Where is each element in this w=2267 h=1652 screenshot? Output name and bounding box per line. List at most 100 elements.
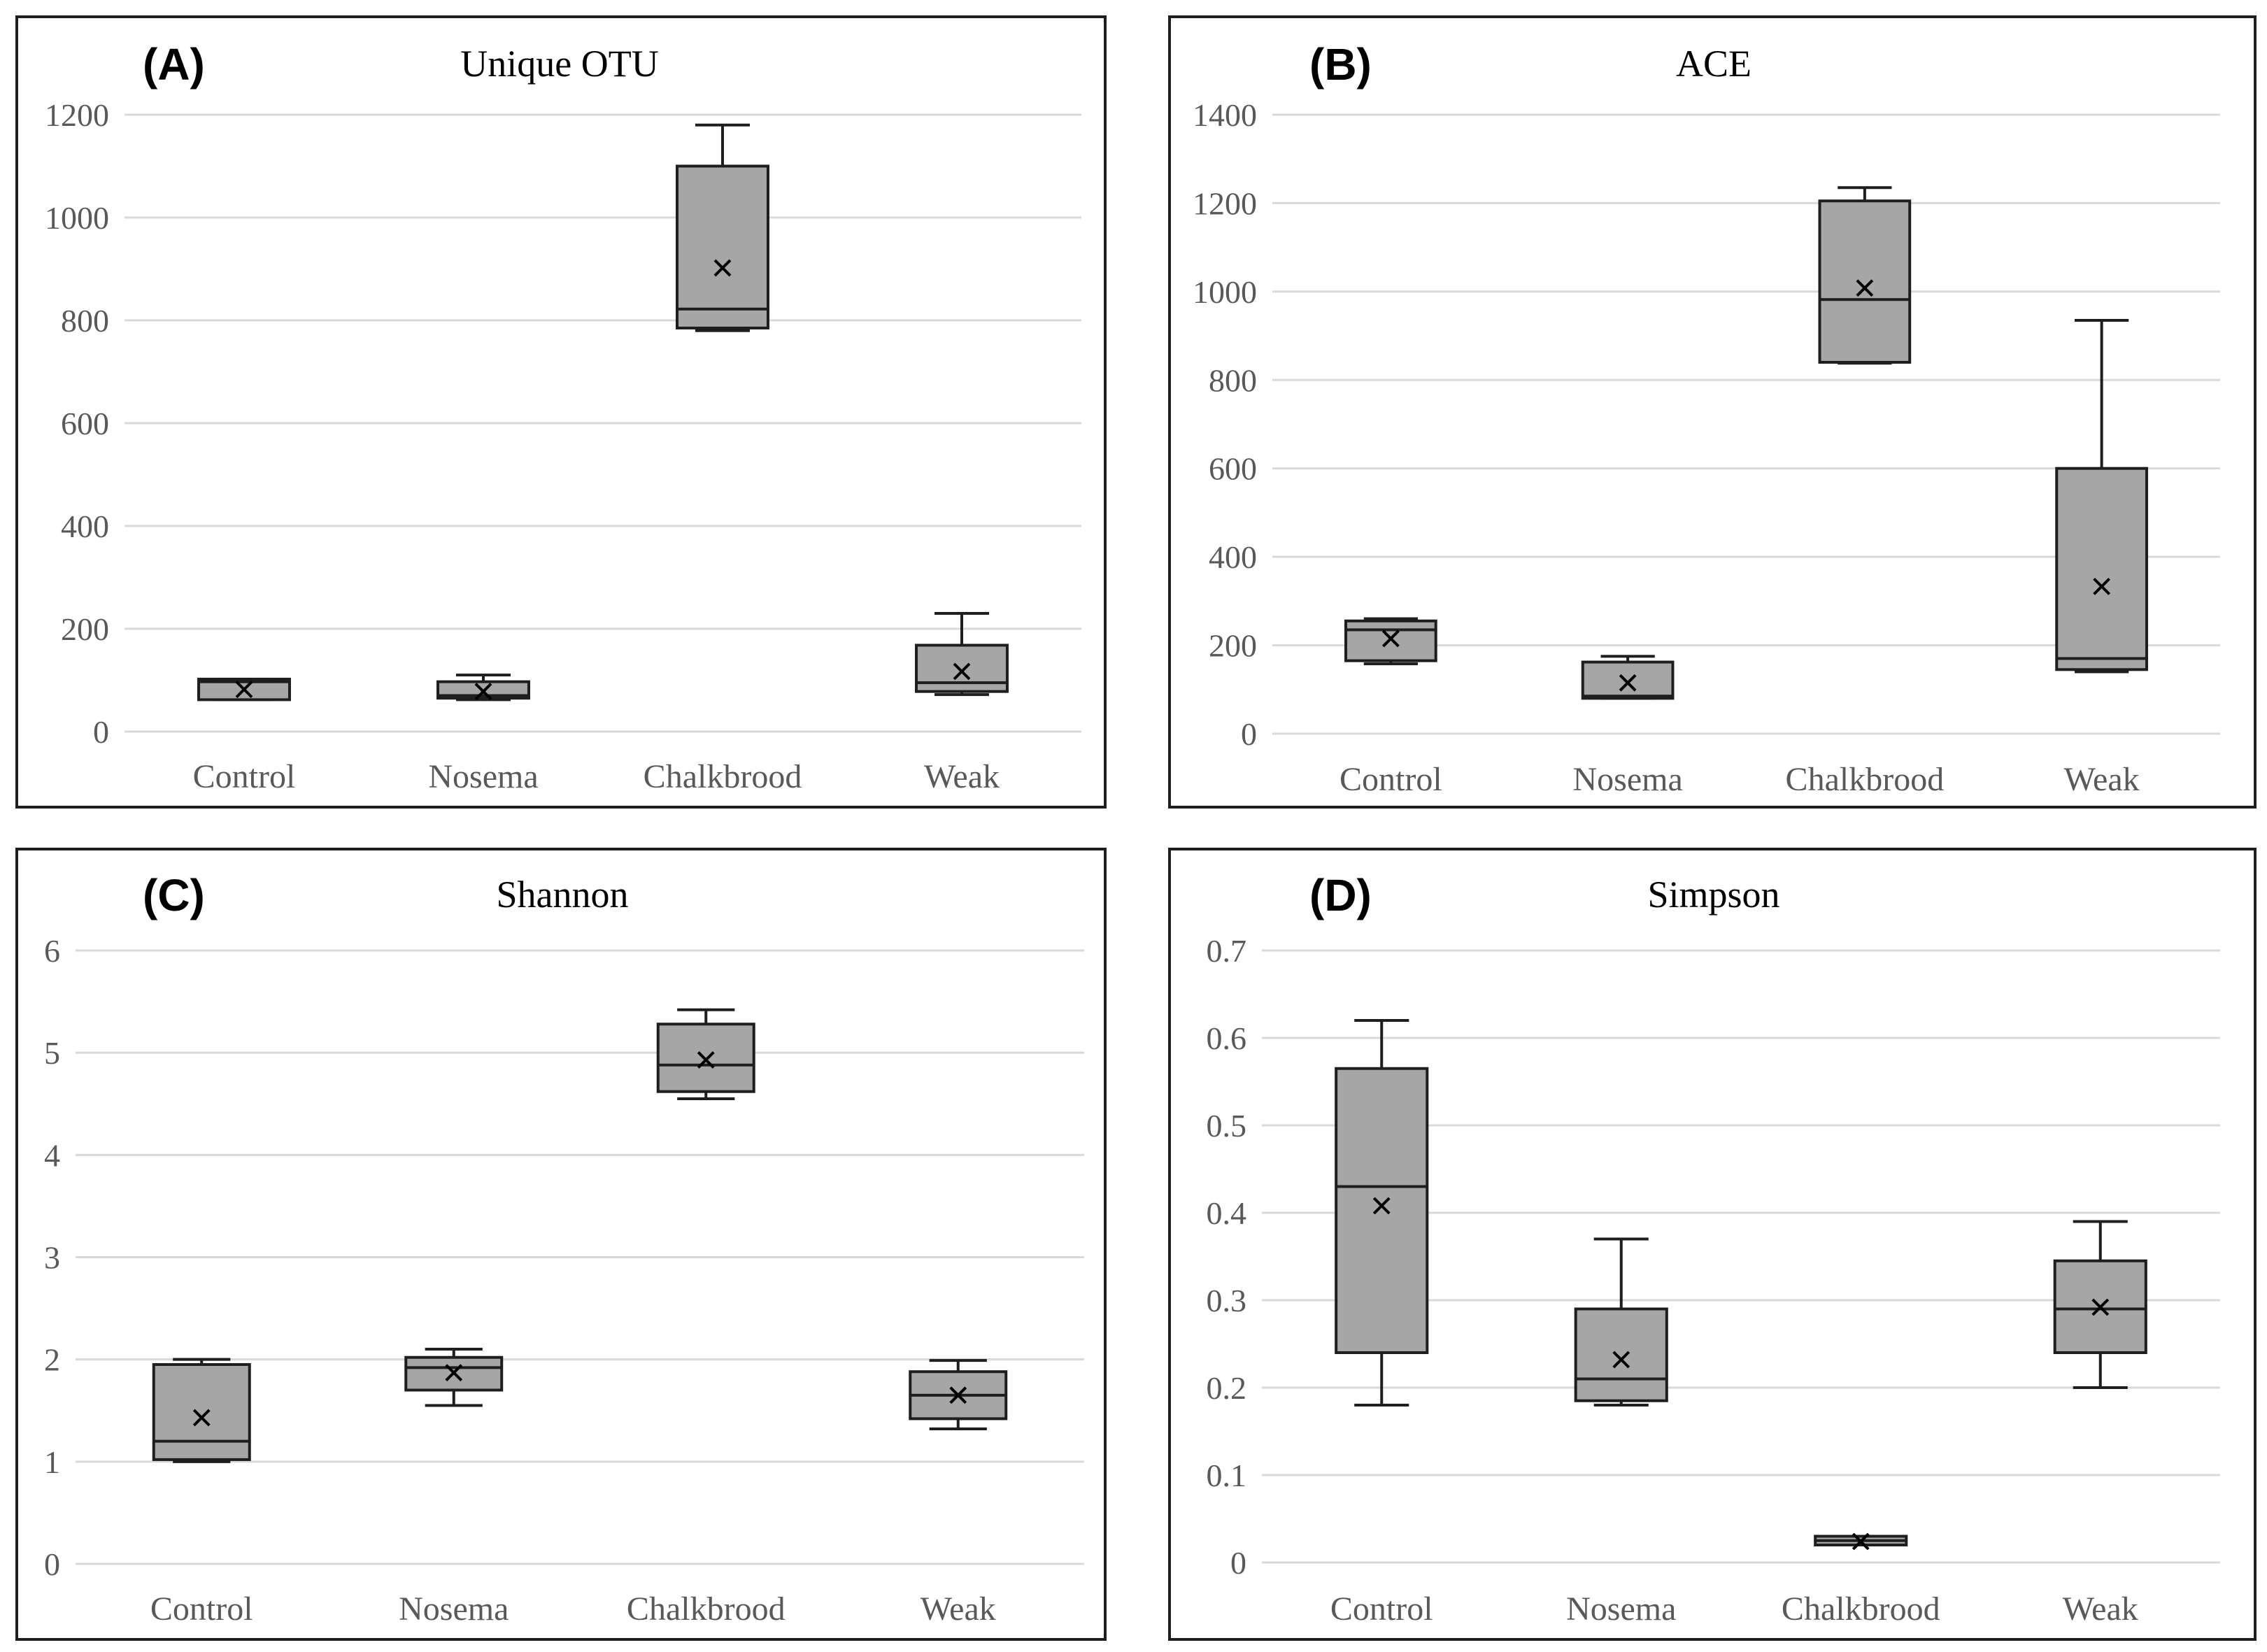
mean-marker [474,683,492,701]
y-tick-label: 0 [1241,716,1257,752]
mean-marker [2093,578,2111,595]
x-category-label: Control [1330,1590,1433,1628]
y-tick-label: 1 [44,1444,60,1480]
x-category-label: Chalkbrood [1786,761,1945,798]
iqr-box [1581,660,1675,700]
y-tick-label: 3 [44,1240,60,1276]
iqr-box [1335,1067,1429,1354]
x-category-label: Chalkbrood [644,758,802,795]
box-control [1335,1019,1429,1407]
x-category-label: Weak [924,758,1000,795]
box-weak [2055,318,2148,674]
box-chalkbrood [1818,186,1912,365]
mean-marker [949,1386,967,1404]
mean-marker [713,259,732,277]
mean-marker [1856,279,1874,297]
y-tick-label: 200 [61,611,109,647]
y-tick-label: 0.2 [1207,1370,1247,1406]
iqr-box [676,164,769,330]
y-tick-label: 1200 [45,97,109,133]
y-tick-label: 0 [1230,1545,1246,1581]
box-chalkbrood [1814,1532,1908,1551]
panel-b: (B) ACE 0 200 400 600 800 1000 1200 1400 Control… [1168,15,2257,809]
x-category-label: Control [193,758,296,795]
box-chalkbrood [656,1008,755,1100]
y-tick-label: 800 [61,303,109,339]
y-tick-label: 2 [44,1342,60,1378]
box-plot-simpson: 0 0.1 0.2 0.3 0.4 0.5 0.6 0.7 Control Nosema Chalk… [1207,933,2220,1628]
y-tick-label: 1000 [1193,274,1257,310]
y-tick-label: 6 [44,933,60,969]
panel-letter: (B) [1309,39,1372,90]
x-category-label: Nosema [399,1590,509,1628]
mean-marker [1612,1351,1630,1369]
panel-letter: (A) [143,39,205,90]
y-tick-label: 0.3 [1207,1283,1247,1318]
y-tick-label: 1200 [1193,185,1257,221]
panel-a: (A) Unique OTU 0 200 400 600 800 1000 1200 Cont… [15,15,1107,809]
box-plot-ace: 0 200 400 600 800 1000 1200 1400 Control Nosema Ch… [1193,97,2220,798]
box-nosema [404,1348,504,1407]
x-category-label: Nosema [1572,761,1682,798]
panel-c: (C) Shannon 0 1 2 3 4 5 6 Control Nosema Chalkbro… [15,848,1107,1641]
y-tick-label: 400 [1209,539,1257,575]
box-nosema [1574,1237,1668,1407]
x-category-label: Control [1339,761,1442,798]
y-tick-label: 0.1 [1207,1458,1247,1493]
x-category-label: Control [150,1590,253,1628]
chart-title: Shannon [496,874,629,916]
mean-marker [1372,1197,1391,1215]
mean-marker [2091,1298,2110,1316]
mean-marker [445,1364,463,1382]
y-tick-label: 200 [1209,628,1257,664]
box-control [197,678,291,702]
iqr-box [2053,1259,2147,1354]
x-category-label: Nosema [428,758,538,795]
panel-d: (D) Simpson 0 0.1 0.2 0.3 0.4 0.5 0.6 0.7 Contro… [1168,848,2257,1641]
y-tick-label: 4 [44,1137,60,1173]
y-tick-label: 5 [44,1035,60,1071]
chart-title: Unique OTU [460,43,659,85]
y-tick-label: 600 [1209,451,1257,487]
x-category-label: Weak [2064,761,2140,798]
mean-marker [192,1409,211,1427]
y-tick-label: 0 [93,714,109,750]
mean-marker [1852,1532,1870,1551]
chart-title: ACE [1676,43,1751,85]
panel-letter: (C) [143,870,205,920]
box-nosema [436,674,530,702]
mean-marker [697,1051,715,1069]
y-tick-label: 400 [61,508,109,544]
x-category-label: Nosema [1566,1590,1676,1628]
box-plot-unique-otu: 0 200 400 600 800 1000 1200 Control Nosema Chalkb… [45,97,1081,795]
y-tick-label: 1400 [1193,97,1257,133]
mean-marker [953,662,971,681]
iqr-box [1818,199,1912,364]
box-weak [2053,1220,2147,1389]
y-tick-label: 0.4 [1207,1195,1247,1231]
y-tick-label: 0.6 [1207,1020,1247,1056]
box-weak [909,1359,1008,1431]
box-chalkbrood [676,123,769,332]
mean-marker [1381,629,1400,648]
iqr-box [656,1023,755,1093]
x-category-label: Weak [2063,1590,2138,1628]
panel-letter: (D) [1309,870,1372,920]
iqr-box [915,643,1009,693]
y-tick-label: 0.7 [1207,933,1247,969]
y-tick-label: 0 [44,1546,60,1582]
y-tick-label: 0.5 [1207,1108,1247,1144]
x-category-label: Weak [921,1590,996,1628]
chart-title: Simpson [1647,874,1780,916]
iqr-box [1574,1307,1668,1402]
mean-marker [1619,674,1637,692]
box-weak [915,611,1009,697]
mean-marker [235,681,253,699]
y-tick-label: 600 [61,406,109,441]
x-category-label: Chalkbrood [1782,1590,1940,1628]
y-tick-label: 1000 [45,200,109,236]
iqr-box [152,1362,251,1461]
iqr-box [2055,467,2148,671]
box-control [1344,617,1437,666]
box-plot-shannon: 0 1 2 3 4 5 6 Control Nosema Chalkbrood Weak [44,933,1084,1628]
